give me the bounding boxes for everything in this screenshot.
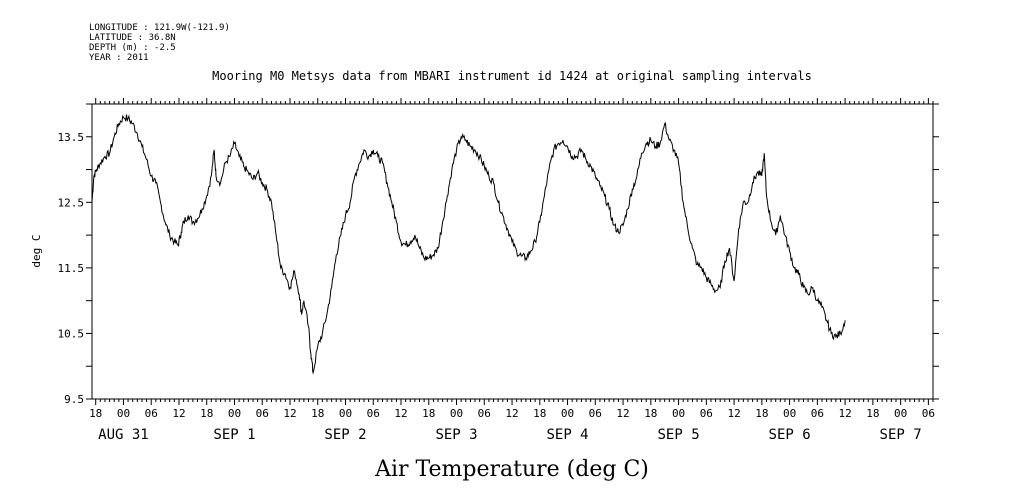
y-tick-label: 12.5: [58, 196, 85, 209]
x-tick-label: 18: [89, 407, 102, 420]
x-tick-label: 00: [339, 407, 352, 420]
x-axis-label: Air Temperature (deg C): [374, 457, 649, 482]
x-day-label: SEP 7: [880, 427, 922, 443]
y-tick-label: 9.5: [64, 393, 84, 406]
x-tick-label: 06: [256, 407, 269, 420]
x-day-label: SEP 3: [435, 427, 477, 443]
x-tick-label: 18: [644, 407, 657, 420]
y-tick-label: 11.5: [58, 262, 85, 275]
x-tick-label: 18: [866, 407, 879, 420]
x-tick-label: 00: [117, 407, 130, 420]
x-axis: 18 00 06 12 18 00 06 12 18 00 06 12 18 00 06 12 18 00 06 12…: [89, 407, 935, 420]
meta-latitude: LATITUDE : 36.8N: [89, 33, 176, 43]
x-tick-label: 12: [838, 407, 851, 420]
x-tick-label: 18: [755, 407, 768, 420]
x-tick-label: 12: [505, 407, 518, 420]
meta-year: YEAR : 2011: [89, 53, 149, 63]
x-tick-label: 18: [200, 407, 213, 420]
x-day-label: SEP 2: [324, 427, 366, 443]
air-temperature-line: [91, 114, 846, 375]
y-axis: 9.5 10.5 11.5 12.5 13.5: [58, 103, 939, 406]
x-tick-label: 12: [172, 407, 185, 420]
x-tick-label: 06: [367, 407, 380, 420]
x-tick-label: 12: [283, 407, 296, 420]
x-day-label: SEP 5: [657, 427, 699, 443]
x-tick-label: 06: [145, 407, 158, 420]
x-day-label: SEP 1: [213, 427, 255, 443]
x-tick-label: 00: [894, 407, 907, 420]
x-tick-label: 06: [589, 407, 602, 420]
day-labels: AUG 31 SEP 1 SEP 2 SEP 3 SEP 4 SEP 5 SEP 6 SEP …: [98, 427, 922, 443]
minor-ticks: [95, 98, 934, 405]
meta-longitude: LONGITUDE : 121.9W(-121.9): [89, 23, 230, 33]
x-day-label: AUG 31: [98, 427, 149, 443]
x-tick-label: 00: [450, 407, 463, 420]
meta-depth: DEPTH (m) : -2.5: [89, 43, 176, 53]
x-day-label: SEP 4: [546, 427, 588, 443]
x-tick-label: 06: [922, 407, 935, 420]
x-tick-label: 12: [727, 407, 740, 420]
x-tick-label: 00: [228, 407, 241, 420]
x-tick-label: 12: [394, 407, 407, 420]
y-axis-label: deg C: [30, 234, 43, 267]
x-tick-label: 18: [311, 407, 324, 420]
x-tick-label: 00: [561, 407, 574, 420]
x-tick-label: 12: [616, 407, 629, 420]
x-tick-label: 18: [533, 407, 546, 420]
x-tick-label: 06: [478, 407, 491, 420]
x-tick-label: 06: [811, 407, 824, 420]
x-tick-label: 18: [422, 407, 435, 420]
x-day-label: SEP 6: [769, 427, 811, 443]
chart-title: Mooring M0 Metsys data from MBARI instru…: [212, 69, 812, 83]
x-tick-label: 00: [783, 407, 796, 420]
y-tick-label: 13.5: [58, 131, 85, 144]
x-tick-label: 06: [700, 407, 713, 420]
y-tick-label: 10.5: [58, 327, 85, 340]
x-tick-label: 00: [672, 407, 685, 420]
